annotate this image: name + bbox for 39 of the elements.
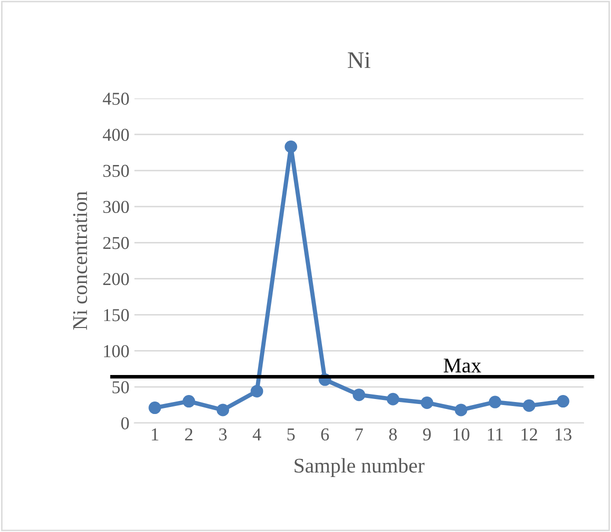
point — [148, 402, 162, 414]
chart-title: Ni — [348, 52, 370, 68]
x-tick-label: 11 — [488, 428, 503, 440]
point — [182, 395, 196, 408]
y-axis-title: Ni concentration — [73, 191, 88, 330]
y-tick-label: 0 — [121, 417, 129, 430]
x-tick-label: 9 — [423, 428, 431, 441]
x-tick-label: 5 — [287, 428, 295, 441]
x-tick-label: 8 — [389, 428, 397, 441]
y-tick-label: 50 — [112, 381, 129, 394]
point — [284, 140, 298, 153]
x-tick-label: 10 — [454, 428, 470, 441]
point — [454, 404, 468, 416]
y-tick-label: 450 — [102, 92, 129, 105]
x-tick-label: 12 — [522, 428, 538, 440]
y-tick-label: 400 — [102, 128, 129, 141]
point — [420, 396, 434, 409]
y-tick-label: 350 — [103, 164, 129, 177]
x-tick-label: 1 — [152, 428, 158, 440]
point — [386, 392, 400, 406]
point — [250, 384, 264, 398]
y-tick-label: 300 — [103, 200, 129, 214]
x-tick-label: 13 — [556, 428, 572, 441]
point — [216, 404, 230, 416]
y-tick-label: 100 — [104, 345, 129, 358]
x-tick-label: 2 — [185, 428, 192, 440]
y-tick-label: 150 — [104, 309, 129, 322]
point — [522, 399, 536, 412]
point — [488, 396, 502, 408]
x-tick-label: 4 — [252, 428, 262, 440]
ref-line-label: Max — [444, 358, 482, 373]
x-tick-label: 7 — [356, 428, 363, 440]
x-tick-label: 6 — [321, 428, 329, 441]
point — [556, 395, 570, 408]
y-tick-label: 200 — [103, 272, 129, 286]
x-axis-title: Sample number — [294, 458, 424, 477]
y-tick-label: 250 — [103, 236, 129, 250]
point — [352, 388, 366, 402]
x-tick-label: 3 — [219, 428, 227, 441]
